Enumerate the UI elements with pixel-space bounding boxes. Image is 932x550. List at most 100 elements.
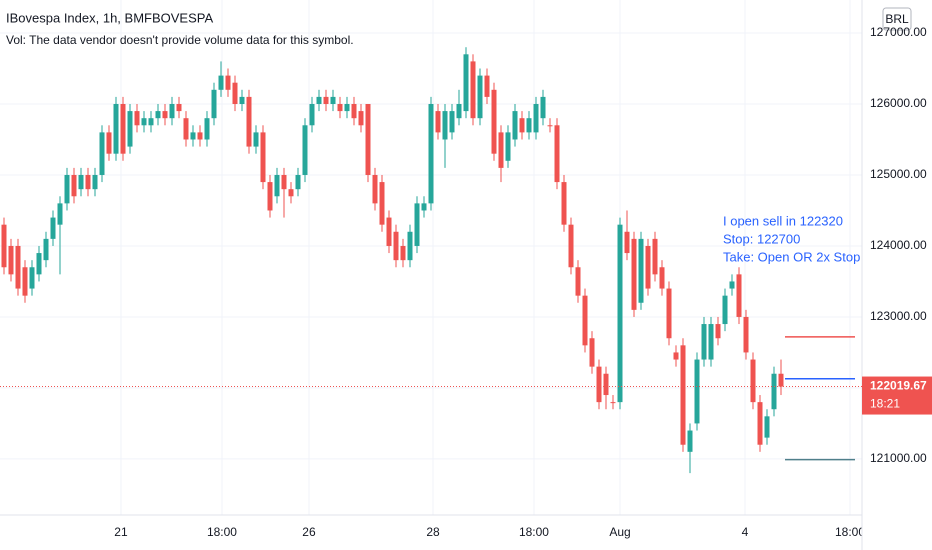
x-axis: 21 18:00 26 28 18:00 Aug 4 18:00 — [114, 525, 865, 539]
candle-body — [64, 174, 70, 204]
candle-body — [631, 238, 637, 310]
candle-body — [183, 118, 189, 140]
candle-body — [225, 75, 231, 90]
annotation: Take: Open OR 2x Stop — [723, 249, 860, 264]
candle-body — [218, 75, 224, 90]
candle-body — [470, 61, 476, 119]
candle-body — [771, 373, 777, 410]
candle-body — [99, 132, 105, 175]
candle-body — [36, 253, 42, 275]
candle-body — [512, 111, 518, 140]
candle-body — [379, 182, 385, 225]
candle-body — [358, 111, 364, 126]
candle-body — [323, 96, 329, 104]
candle-body — [778, 373, 784, 387]
candle-body — [85, 174, 91, 190]
candle-body — [113, 103, 119, 154]
x-tick-label: 4 — [742, 525, 749, 539]
last-price-label: 122019.67 — [870, 379, 927, 393]
candle-body — [43, 238, 49, 261]
candle-body — [449, 111, 455, 133]
candle-body — [134, 111, 140, 126]
x-tick-label: 26 — [302, 525, 316, 539]
candle-body — [8, 245, 14, 275]
candle-body — [400, 245, 406, 261]
y-tick-label: 125000.00 — [870, 167, 927, 181]
candle-body — [687, 430, 693, 452]
candle-body — [526, 118, 532, 133]
currency[interactable]: BRL — [885, 12, 909, 26]
candle-body — [120, 103, 126, 154]
candle-body — [288, 189, 294, 197]
x-tick-label: 28 — [426, 525, 440, 539]
candle-body — [645, 245, 651, 289]
candle-body — [596, 366, 602, 403]
candle-body — [533, 103, 539, 133]
currency-box[interactable] — [882, 7, 912, 31]
candle-body — [603, 373, 609, 396]
candle-body — [148, 118, 154, 126]
candle-body — [589, 338, 595, 367]
annotation: I open sell in 122320 — [723, 213, 843, 228]
candle-body — [393, 231, 399, 261]
candle-body — [365, 103, 371, 175]
candle-body — [463, 54, 469, 112]
candle-body — [750, 359, 756, 403]
chart-subtitle: Vol: The data vendor doesn't provide vol… — [6, 33, 354, 47]
candle-body — [484, 75, 490, 97]
last-price-box — [862, 376, 932, 415]
x-tick-label: 18:00 — [835, 525, 865, 539]
candle-body — [239, 96, 245, 104]
candle-body — [736, 274, 742, 317]
candle-body — [57, 203, 63, 225]
candle-body — [190, 132, 196, 140]
x-tick-label: 18:00 — [519, 525, 549, 539]
candle-body — [15, 245, 21, 289]
candle-body — [211, 89, 217, 119]
candle-body — [302, 125, 308, 175]
candle-body — [197, 132, 203, 140]
candle-body — [330, 96, 336, 104]
candle-body — [253, 132, 259, 147]
candle-body — [316, 96, 322, 104]
candle-body — [309, 103, 315, 126]
candle-body — [519, 118, 525, 133]
y-tick-label: 123000.00 — [870, 309, 927, 323]
candle-body — [1, 224, 7, 268]
candle-body — [722, 295, 728, 325]
candle-body — [491, 89, 497, 154]
candle-body — [540, 96, 546, 119]
candle-body — [575, 267, 581, 296]
candle-body — [155, 111, 161, 119]
y-tick-label: 124000.00 — [870, 238, 927, 252]
candle-body — [554, 125, 560, 183]
countdown: 18:21 — [870, 397, 900, 411]
candle-body — [50, 217, 56, 239]
candle-body — [295, 174, 301, 190]
candle-body — [610, 402, 616, 404]
candle-body — [232, 82, 238, 104]
candle-body — [274, 174, 280, 197]
candle-body — [414, 203, 420, 246]
candle-body — [92, 174, 98, 190]
x-tick-label: 18:00 — [207, 525, 237, 539]
candle-body — [22, 267, 28, 296]
candle-body — [757, 402, 763, 445]
candle-body — [498, 132, 504, 168]
candle-body — [624, 231, 630, 254]
candle-body — [743, 316, 749, 353]
candle-body — [505, 132, 511, 161]
candle-body — [29, 267, 35, 289]
candle-body — [169, 103, 175, 119]
candle-body — [281, 174, 287, 190]
candle-body — [344, 103, 350, 112]
candle-body — [442, 111, 448, 140]
candle-body — [694, 359, 700, 424]
candle-body — [561, 182, 567, 225]
y-tick-label: 121000.00 — [870, 451, 927, 465]
candles — [1, 47, 784, 474]
candle-body — [407, 231, 413, 261]
candle-body — [582, 295, 588, 346]
candle-body — [729, 281, 735, 289]
